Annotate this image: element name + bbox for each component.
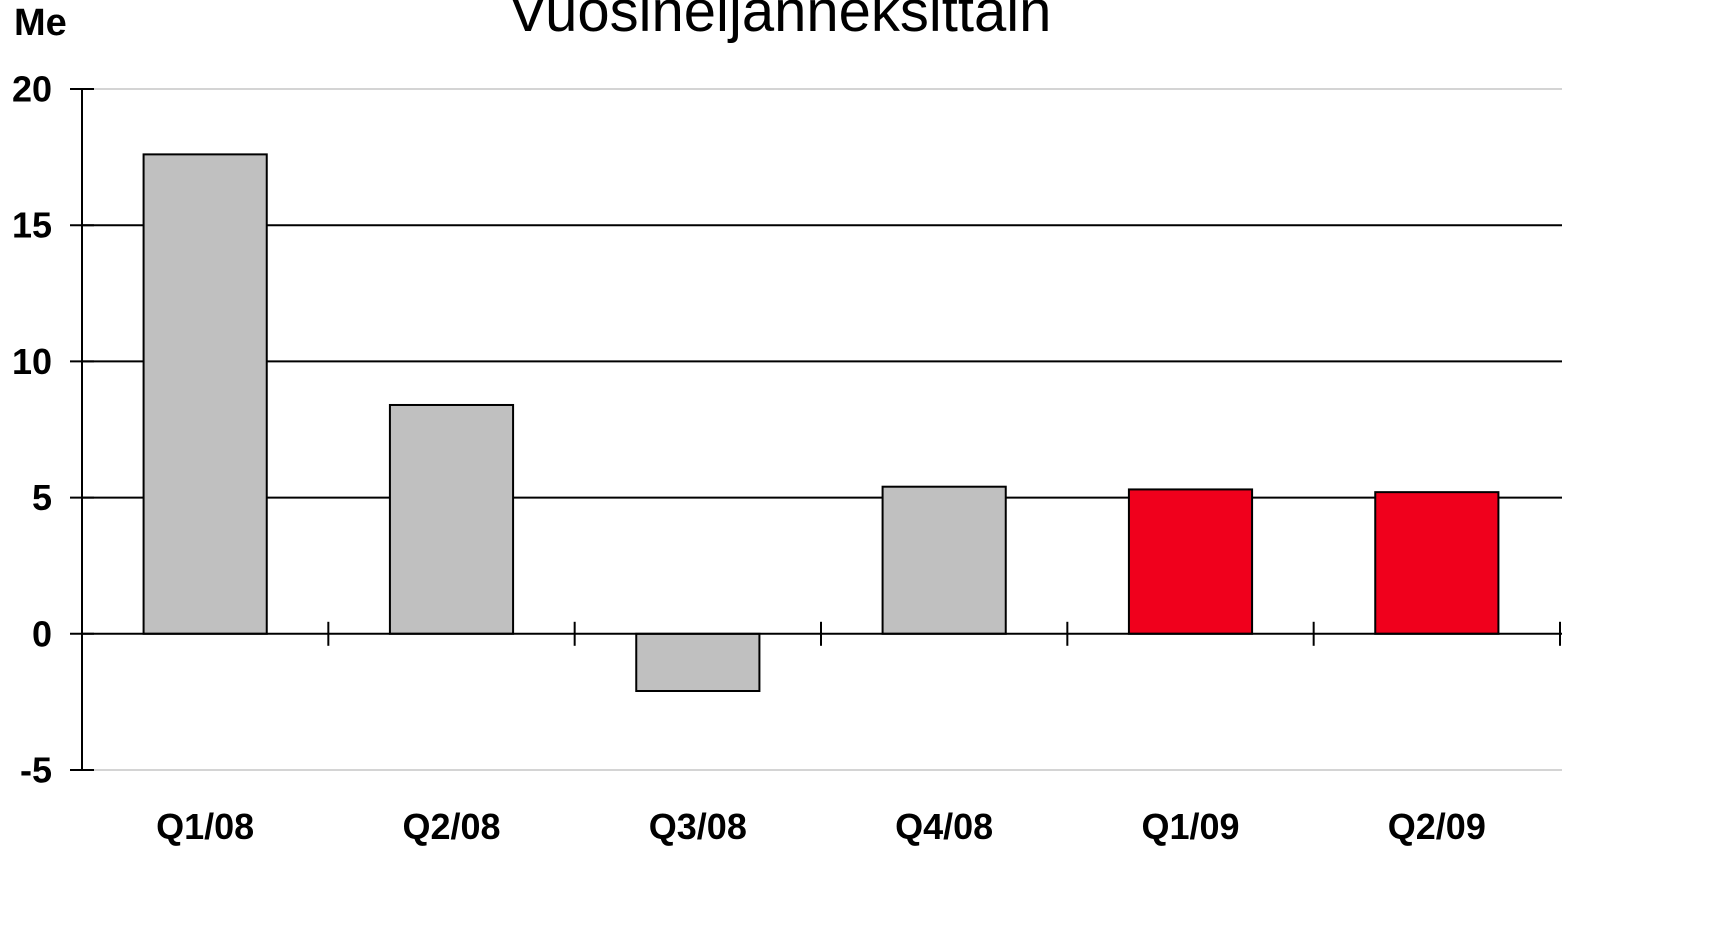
y-tick-label: 0 [32,613,52,654]
gridlines [82,88,1562,771]
y-tick-label: -5 [20,750,52,791]
bar-q4-08 [881,485,1007,635]
x-tick-label: Q1/08 [156,806,254,847]
x-tick-label: Q1/09 [1141,806,1239,847]
bars [142,153,1500,693]
y-axis-unit-label: Me [14,2,67,44]
y-tick-label: 15 [12,205,52,246]
y-tick-labels: -5 0 5 10 15 20 [12,69,52,791]
x-tick-labels: Q1/08 Q2/08 Q3/08 Q4/08 Q1/09 Q2/09 [156,806,1486,847]
bar-q2-08 [388,403,515,635]
y-tick-label: 20 [12,69,52,110]
x-tick-label: Q2/09 [1388,806,1486,847]
bar-q3-08 [635,632,761,693]
bar-q1-09 [1127,488,1254,635]
y-tick-label: 10 [12,341,52,382]
x-tick-label: Q3/08 [649,806,747,847]
bar-q1-08 [142,153,268,635]
axes [70,88,1562,771]
bar-q2-09 [1374,491,1500,635]
x-tick-label: Q2/08 [402,806,500,847]
y-tick-label: 5 [32,477,52,518]
chart-title: Vuosineljänneksittäin [508,0,1052,44]
x-tick-label: Q4/08 [895,806,993,847]
